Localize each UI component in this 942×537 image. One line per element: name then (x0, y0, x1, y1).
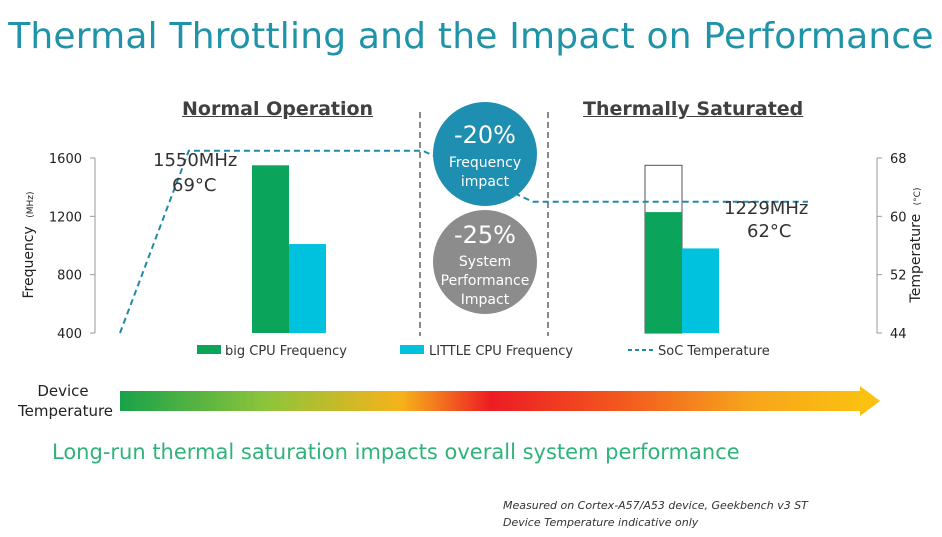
y-left-label: Frequency (21, 226, 37, 298)
little-cpu-bar (682, 248, 719, 333)
y-right-title: Temperature (°C) (908, 188, 924, 304)
y-left-unit: (MHz) (26, 191, 36, 217)
footnote: Measured on Cortex-A57/A53 device, Geekb… (503, 497, 808, 531)
section-title-saturated: Thermally Saturated (583, 98, 804, 120)
y-right-label: Temperature (908, 214, 924, 304)
device-temperature-line-1: Device (37, 382, 89, 400)
y-left-tick-label: 1200 (49, 210, 82, 225)
device-temperature-line-2: Temperature (18, 402, 114, 420)
system-performance-value: -25% (454, 221, 516, 249)
legend-label-little: LITTLE CPU Frequency (429, 344, 573, 359)
y-right-tick-label: 44 (890, 327, 907, 342)
frequency-impact-value: -20% (454, 121, 516, 149)
y-left-tick-label: 800 (57, 269, 82, 284)
y-left-ticks: 1600 1200 800 400 (49, 152, 95, 342)
device-temperature-arrowhead (860, 386, 880, 416)
y-left-tick-label: 1600 (49, 152, 82, 167)
y-right-tick-label: 52 (890, 269, 907, 284)
little-cpu-bar (289, 244, 326, 333)
soc-temperature-line (119, 149, 808, 334)
big-cpu-bar (645, 212, 682, 333)
legend-label-big: big CPU Frequency (225, 344, 347, 359)
y-right-tick-label: 68 (890, 152, 907, 167)
frequency-impact-label-1: Frequency (449, 155, 521, 171)
annotation-saturated-freq: 1229MHz (724, 198, 808, 219)
y-right-unit: (°C) (913, 188, 923, 206)
annotation-saturated-temp: 62°C (747, 221, 791, 242)
annotation-normal-freq: 1550MHz (153, 150, 237, 171)
bars (252, 164, 719, 334)
y-right-tick-label: 60 (890, 210, 907, 225)
system-performance-label-3: Impact (461, 292, 510, 308)
system-performance-bubble (433, 210, 537, 314)
y-right-ticks: 68 60 52 44 (877, 152, 907, 342)
big-cpu-bar (252, 165, 289, 333)
frequency-impact-bubble (433, 102, 537, 206)
page-title: Thermal Throttling and the Impact on Per… (8, 16, 934, 57)
footnote-line-1: Measured on Cortex-A57/A53 device, Geekb… (503, 499, 808, 512)
annotation-normal-temp: 69°C (172, 175, 216, 196)
legend-swatch-big (197, 345, 221, 354)
legend-swatch-little (400, 345, 424, 354)
section-title-normal: Normal Operation (182, 98, 374, 120)
footnote-line-2: Device Temperature indicative only (503, 516, 699, 529)
system-performance-label-1: System (459, 254, 511, 270)
legend-label-temp: SoC Temperature (658, 344, 770, 359)
tagline: Long-run thermal saturation impacts over… (52, 440, 740, 464)
device-temperature-label: Device Temperature (18, 381, 114, 421)
y-left-tick-label: 400 (57, 327, 82, 342)
y-left-title: Frequency (MHz) (21, 191, 37, 298)
system-performance-label-2: Performance (441, 273, 530, 289)
frequency-impact-label-2: impact (461, 174, 510, 190)
device-temperature-gradient (120, 391, 862, 411)
